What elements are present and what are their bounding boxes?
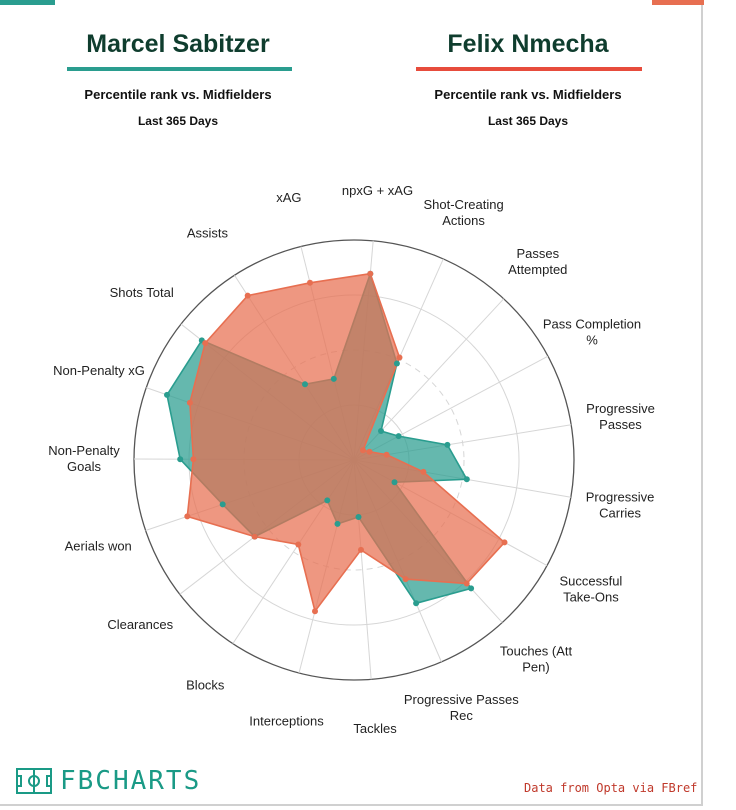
player1-subtitle: Percentile rank vs. Midfielders <box>84 87 272 102</box>
series-point-2 <box>463 580 470 587</box>
grid-ring-100 <box>133 239 575 681</box>
series-point-2 <box>307 279 313 286</box>
series-point-1 <box>468 585 475 592</box>
axis-label: Tackles <box>353 721 397 736</box>
series-area-2 <box>186 272 506 614</box>
axis-label: Shot-Creating Actions <box>423 197 503 228</box>
series-point-2 <box>360 447 366 454</box>
series-point-2 <box>186 399 193 406</box>
series-point-1 <box>324 497 331 504</box>
series-point-2 <box>184 513 191 520</box>
series-point-2 <box>396 354 403 361</box>
logo-text: FBCHARTS <box>60 766 202 796</box>
axis-label: Pass Completion% <box>543 317 641 348</box>
axis-label: Passes Attempted <box>508 246 567 277</box>
player2-period: Last 365 Days <box>487 114 569 128</box>
source-credit: Data from Opta via FBref <box>524 781 698 795</box>
series-point-1 <box>164 391 170 398</box>
axis-label: Progressive Passes <box>586 401 655 432</box>
series-point-1 <box>219 501 226 508</box>
series-point-2 <box>190 456 197 463</box>
series-point-2 <box>420 468 427 475</box>
axis-label: Assists <box>187 225 229 240</box>
series-point-1 <box>463 476 470 483</box>
series-point-2 <box>383 451 390 458</box>
axis-label: Interceptions <box>249 713 324 728</box>
axis-label: xAG <box>276 190 301 205</box>
series-point-2 <box>358 546 364 553</box>
axis-label: Clearances <box>107 617 173 632</box>
series-point-1 <box>330 375 337 382</box>
accent-bar-right <box>652 0 704 5</box>
chart-frame <box>0 0 703 806</box>
series-point-2 <box>312 608 318 615</box>
axis-label: npxG + xAG <box>342 183 413 198</box>
accent-bar-left <box>0 0 55 5</box>
series-point-2 <box>402 576 409 583</box>
series-point-2 <box>244 292 251 299</box>
player2-name: Felix Nmecha <box>447 30 609 58</box>
axis-label: Touches (Att Pen) <box>500 644 573 675</box>
pitch-icon <box>16 768 52 794</box>
axis-label: Aerials won <box>65 539 132 554</box>
axis-label: Non-Penalty xG <box>53 363 145 378</box>
fbcharts-logo: FBCHARTS <box>16 766 201 796</box>
series-point-2 <box>295 541 302 548</box>
series-point-1 <box>177 456 184 463</box>
series-point-1 <box>302 381 308 388</box>
axis-label: Shots Total <box>110 285 174 300</box>
series-point-1 <box>334 520 341 527</box>
series-point-1 <box>444 441 451 448</box>
player1-name: Marcel Sabitzer <box>86 30 270 58</box>
series-point-1 <box>393 360 400 367</box>
series-point-1 <box>378 428 384 434</box>
series-point-2 <box>367 270 374 277</box>
series-point-1 <box>395 433 402 440</box>
player1-underline <box>67 67 292 71</box>
axis-label: Blocks <box>186 677 225 692</box>
axis-label: Progressive Passes Rec <box>404 692 519 723</box>
axis-label: Non-Penalty Goals <box>48 443 120 474</box>
player2-underline <box>416 67 642 71</box>
series-point-1 <box>413 600 420 607</box>
series-point-1 <box>355 514 362 520</box>
series-point-2 <box>202 340 209 347</box>
player1-period: Last 365 Days <box>137 114 219 128</box>
series-point-2 <box>501 539 508 546</box>
series-point-1 <box>391 479 398 486</box>
axis-label: Successful Take-Ons <box>559 574 622 605</box>
axis-label: Progressive Carries <box>586 490 655 521</box>
series-point-2 <box>251 533 258 540</box>
player2-subtitle: Percentile rank vs. Midfielders <box>434 87 622 102</box>
series-point-2 <box>366 448 373 455</box>
